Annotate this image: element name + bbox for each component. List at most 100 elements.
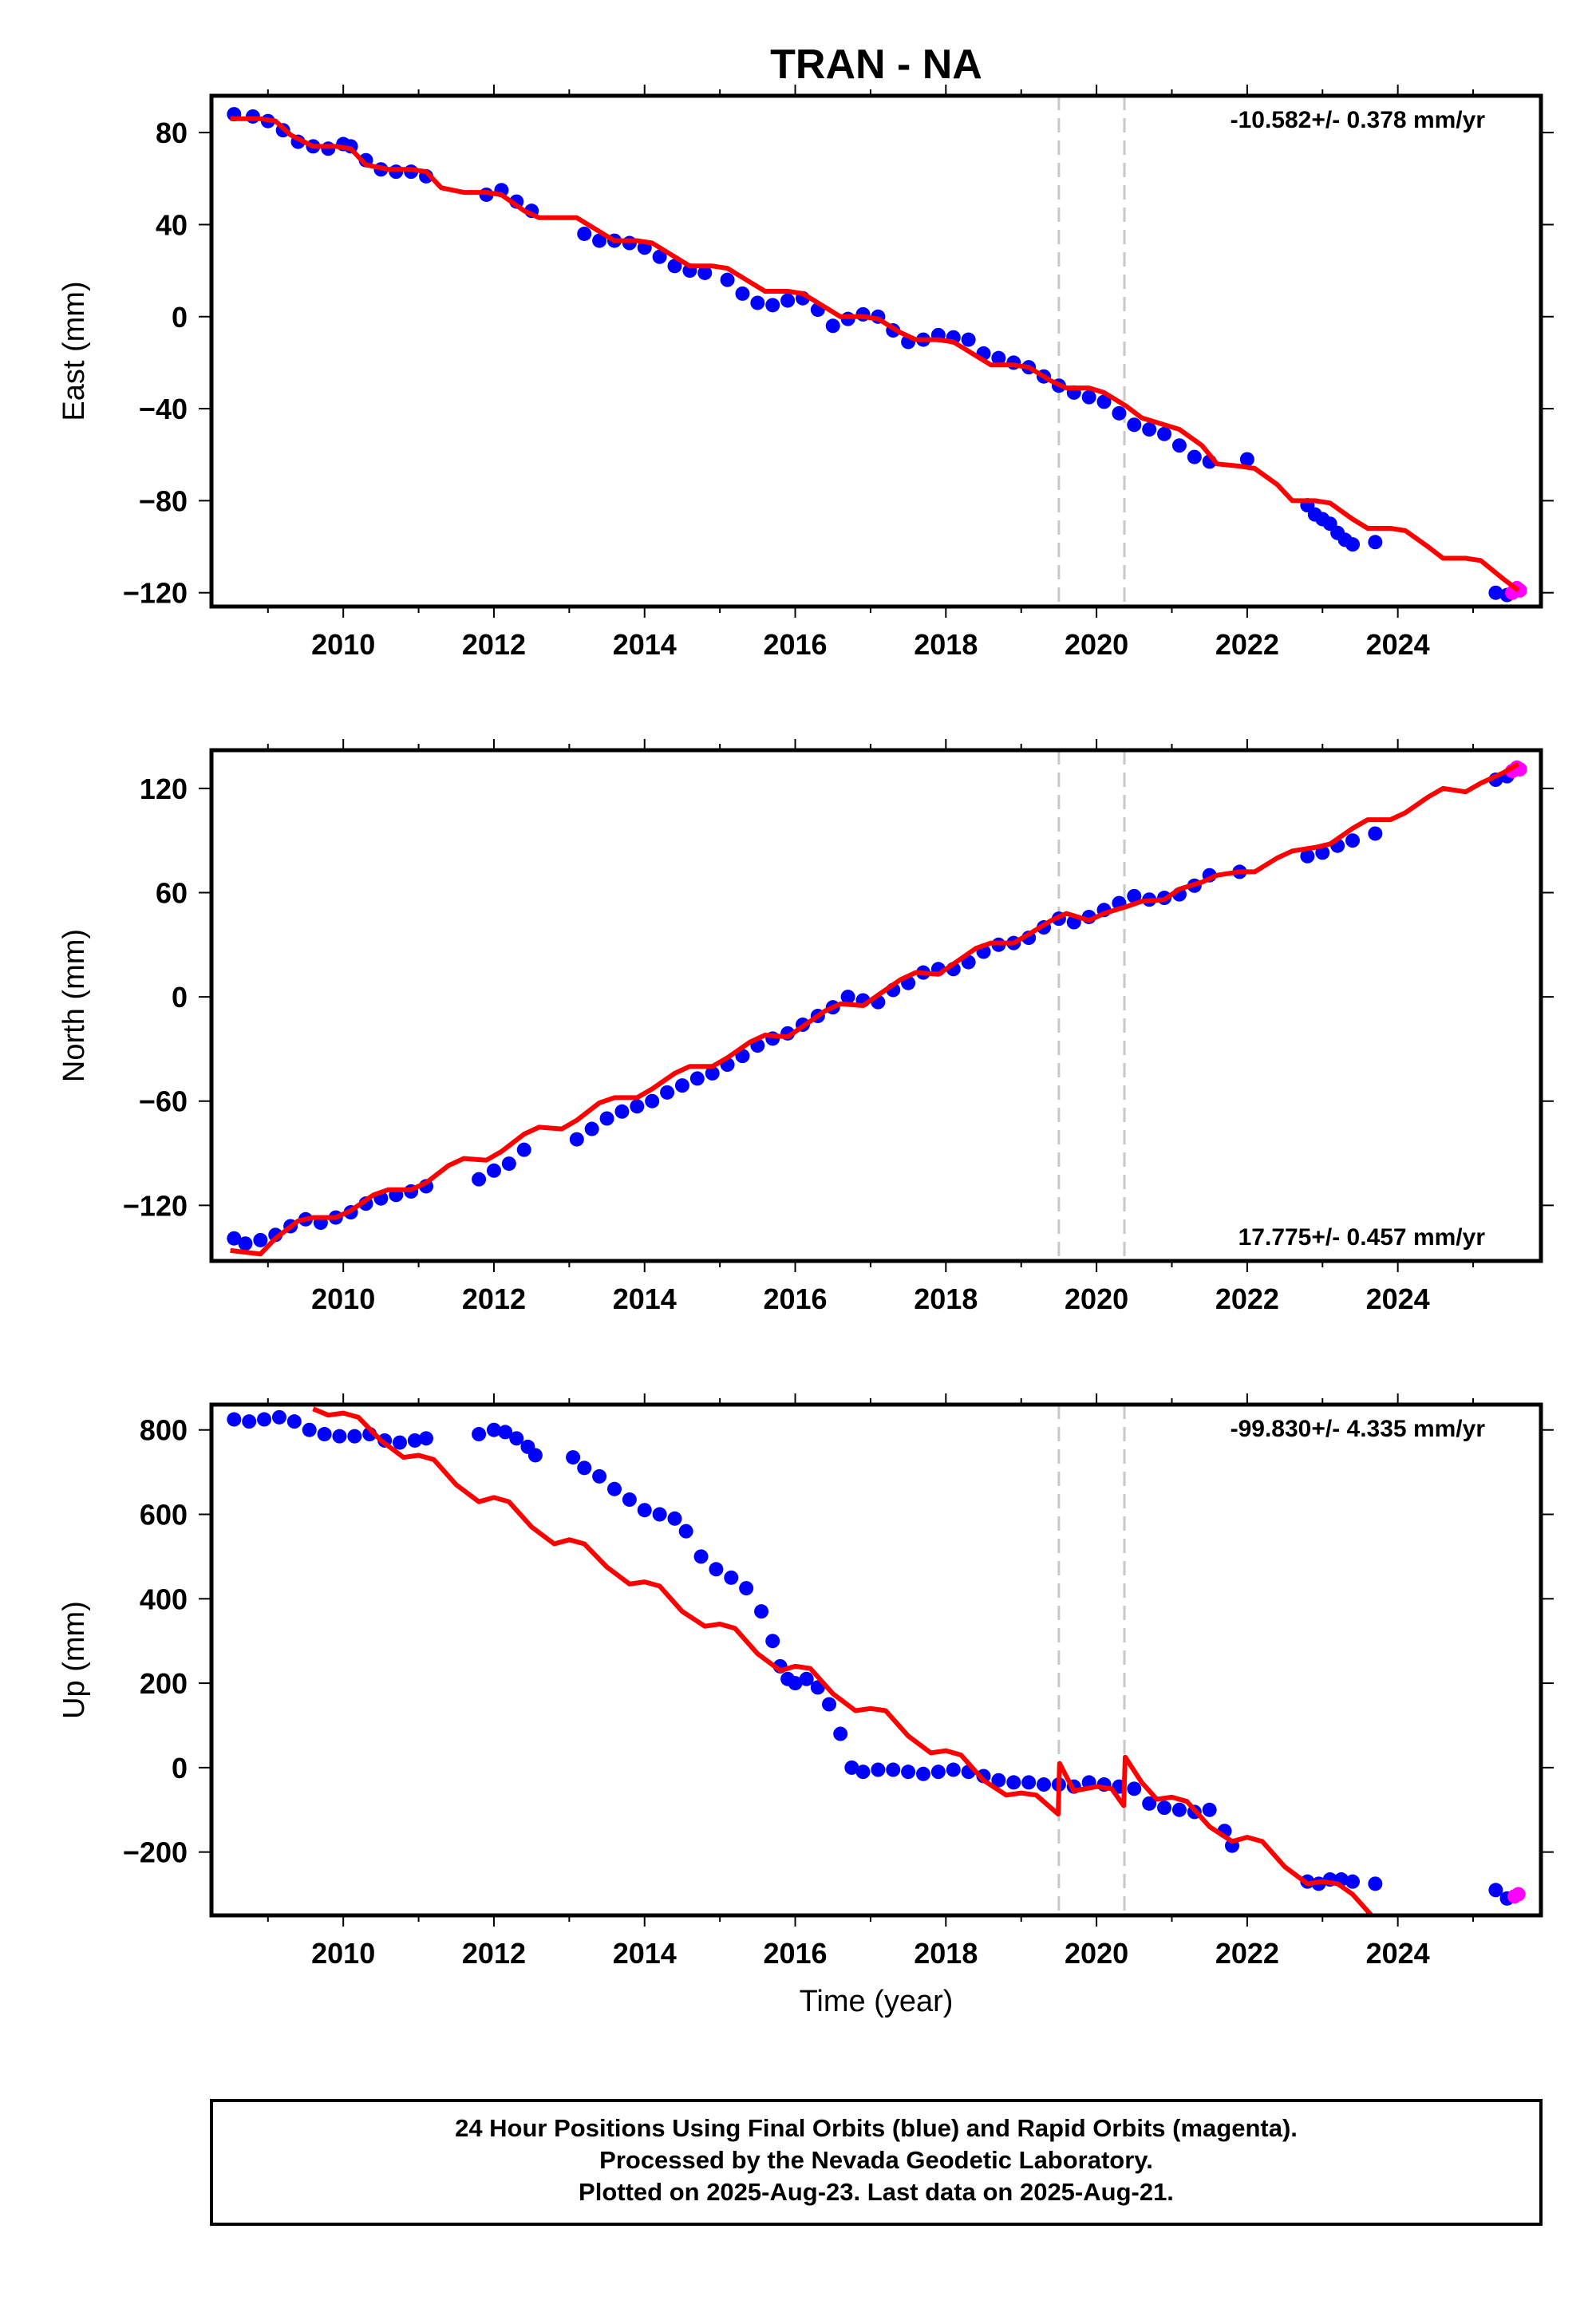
east-plot-area: [227, 96, 1527, 607]
up-final-orbits-point: [667, 1511, 682, 1526]
up-final-orbits-point: [1345, 1874, 1361, 1889]
up-final-orbits-point: [754, 1604, 769, 1619]
east-y-tick-label: 0: [172, 301, 188, 334]
up-final-orbits-point: [765, 1634, 780, 1649]
up-final-orbits-point: [592, 1468, 607, 1484]
up-rapid-orbits-point: [1511, 1887, 1526, 1902]
east-final-orbits-point: [961, 332, 976, 347]
up-y-tick-label: 800: [140, 1414, 188, 1447]
up-final-orbits-point: [1488, 1883, 1503, 1898]
up-y-tick-label: 0: [172, 1752, 188, 1784]
north-y-tick-label: −120: [123, 1189, 188, 1222]
up-final-orbits-point: [799, 1671, 814, 1686]
up-final-orbits-point: [1157, 1800, 1172, 1816]
up-final-orbits-point: [693, 1549, 709, 1564]
east-frame: [209, 93, 1543, 609]
up-final-orbits-point: [498, 1425, 513, 1440]
north-final-orbits-point: [840, 990, 855, 1005]
north-final-orbits-point: [253, 1232, 268, 1247]
east-final-orbits-point: [720, 272, 735, 287]
east-x-tick-label: 2020: [1065, 628, 1128, 661]
up-final-orbits-point: [652, 1507, 667, 1522]
up-final-orbits-point: [347, 1429, 362, 1444]
north-panel: 2010 2012 2014 2016 2018 2020 2022 2024 120 60 0 −6…: [57, 739, 1554, 1315]
east-x-tick-label: 2014: [613, 628, 677, 661]
up-final-orbits-point: [991, 1773, 1006, 1788]
up-final-orbits-point: [286, 1414, 302, 1429]
north-final-orbits-point: [486, 1163, 501, 1178]
footer-line-3: Plotted on 2025-Aug-23. Last data on 202…: [579, 2178, 1174, 2206]
up-final-orbits-point: [739, 1581, 754, 1596]
up-final-orbits-point: [302, 1422, 317, 1437]
up-final-orbits-point: [527, 1448, 543, 1463]
up-final-orbits-point: [930, 1765, 946, 1780]
up-x-tick-label: 2016: [763, 1937, 827, 1970]
footer-line-2: Processed by the Nevada Geodetic Laborat…: [599, 2146, 1153, 2174]
east-y-tick-label: −80: [139, 484, 188, 517]
footer-line-1: 24 Hour Positions Using Final Orbits (bl…: [455, 2114, 1298, 2142]
north-x-tick-label: 2022: [1215, 1282, 1279, 1315]
east-final-orbits-point: [1112, 405, 1127, 421]
east-final-orbits-point: [1239, 452, 1254, 467]
up-final-orbits-point: [1127, 1781, 1142, 1796]
north-final-orbits-point: [1368, 826, 1383, 841]
up-final-orbits-point: [622, 1492, 637, 1508]
north-final-orbits-point: [1127, 888, 1142, 903]
east-x-tick-label: 2012: [462, 628, 526, 661]
footer-box: [210, 2099, 1543, 2226]
north-y-axis-label: North (mm): [57, 929, 91, 1082]
north-final-orbits-point: [689, 1071, 705, 1086]
up-final-orbits-point: [855, 1765, 871, 1780]
up-y-tick-label: 200: [140, 1667, 188, 1700]
up-final-orbits-point: [901, 1765, 916, 1780]
up-final-orbits-point: [419, 1431, 434, 1446]
east-final-orbits-point: [592, 233, 607, 248]
up-x-tick-label: 2014: [613, 1937, 677, 1970]
east-x-tick-label: 2010: [311, 628, 375, 661]
figure-title: TRAN - NA: [770, 41, 982, 88]
north-y-tick-label: 120: [140, 773, 188, 805]
up-final-orbits-point: [1142, 1796, 1157, 1811]
east-final-orbits-point: [1096, 394, 1112, 409]
east-y-axis-label: East (mm): [57, 281, 91, 421]
up-final-orbits-point: [637, 1503, 652, 1518]
up-final-orbits-point: [242, 1414, 257, 1429]
up-panel: 2010 2012 2014 2016 2018 2020 2022 2024 800 600 40…: [57, 1393, 1554, 1970]
east-y-tick-label: −120: [123, 577, 188, 610]
east-final-orbits-point: [652, 249, 667, 264]
up-x-tick-label: 2020: [1065, 1937, 1128, 1970]
east-final-orbits-point: [1368, 535, 1383, 550]
up-final-orbits-point: [709, 1562, 724, 1577]
up-final-orbits-point: [227, 1412, 242, 1427]
east-final-orbits-point: [1171, 438, 1187, 453]
east-final-orbits-point: [577, 226, 592, 241]
east-final-orbits-point: [825, 318, 840, 334]
up-final-orbits-point: [566, 1450, 581, 1465]
up-final-orbits-point: [822, 1697, 837, 1712]
north-final-orbits-point: [614, 1104, 630, 1119]
north-final-orbits-point: [472, 1172, 487, 1187]
east-y-tick-label: 40: [156, 208, 188, 241]
up-model-line: [312, 1406, 1373, 1915]
north-x-tick-label: 2010: [311, 1282, 375, 1315]
up-rate-label: -99.830+/- 4.335 mm/yr: [1231, 1416, 1486, 1442]
up-x-tick-label: 2010: [311, 1937, 375, 1970]
up-final-orbits-point: [1171, 1802, 1187, 1817]
north-final-orbits-point: [501, 1156, 516, 1172]
north-y-tick-label: 60: [156, 877, 188, 910]
east-final-orbits-point: [991, 350, 1006, 366]
east-final-orbits-point: [667, 259, 682, 274]
up-y-tick-label: 400: [140, 1583, 188, 1615]
up-x-tick-label: 2024: [1366, 1937, 1430, 1970]
north-final-orbits-point: [227, 1231, 242, 1246]
up-final-orbits-point: [509, 1431, 524, 1446]
up-final-orbits-point: [271, 1409, 286, 1425]
north-final-orbits-point: [674, 1078, 689, 1093]
up-final-orbits-point: [1037, 1777, 1052, 1792]
north-final-orbits-point: [1345, 833, 1361, 848]
north-final-orbits-point: [630, 1099, 645, 1114]
north-final-orbits-point: [645, 1093, 660, 1109]
up-y-axis-label: Up (mm): [57, 1601, 91, 1719]
up-final-orbits-point: [577, 1460, 592, 1476]
up-frame: [209, 1402, 1543, 1918]
